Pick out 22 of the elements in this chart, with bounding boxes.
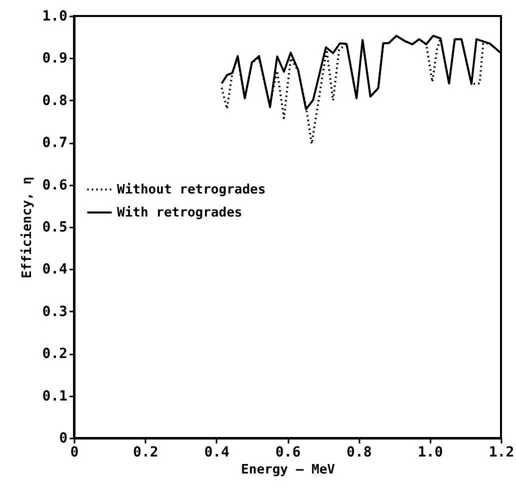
x-tick-label: 0.6 xyxy=(275,444,301,460)
y-tick-label: 0.2 xyxy=(42,346,68,362)
legend-label: With retrogrades xyxy=(117,206,242,220)
x-tick-label: 1.2 xyxy=(488,444,514,460)
x-tick-label: 0.2 xyxy=(133,444,158,460)
y-tick-label: 0.1 xyxy=(42,388,68,404)
y-tick-label: 0.4 xyxy=(42,262,68,278)
y-tick-label: 0.6 xyxy=(42,177,68,194)
x-axis-title: Energy — MeV xyxy=(241,462,336,478)
y-tick-label: 0.3 xyxy=(42,304,68,320)
y-tick-label: 0 xyxy=(59,430,68,446)
x-tick-label: 0.8 xyxy=(346,444,372,460)
y-tick-label: 0.9 xyxy=(42,50,68,67)
x-tick-label: 0.4 xyxy=(204,444,230,460)
legend-label: Without retrogrades xyxy=(117,182,266,198)
y-tick-label: 0.8 xyxy=(42,92,68,109)
x-tick-label: 1.0 xyxy=(418,444,443,460)
y-tick-label: 0.7 xyxy=(42,135,68,152)
x-tick-label: 0 xyxy=(70,444,79,460)
y-axis-title: Efficiency, η xyxy=(20,176,36,278)
y-tick-label: 1.0 xyxy=(42,8,68,24)
y-tick-label: 0.5 xyxy=(42,220,68,236)
